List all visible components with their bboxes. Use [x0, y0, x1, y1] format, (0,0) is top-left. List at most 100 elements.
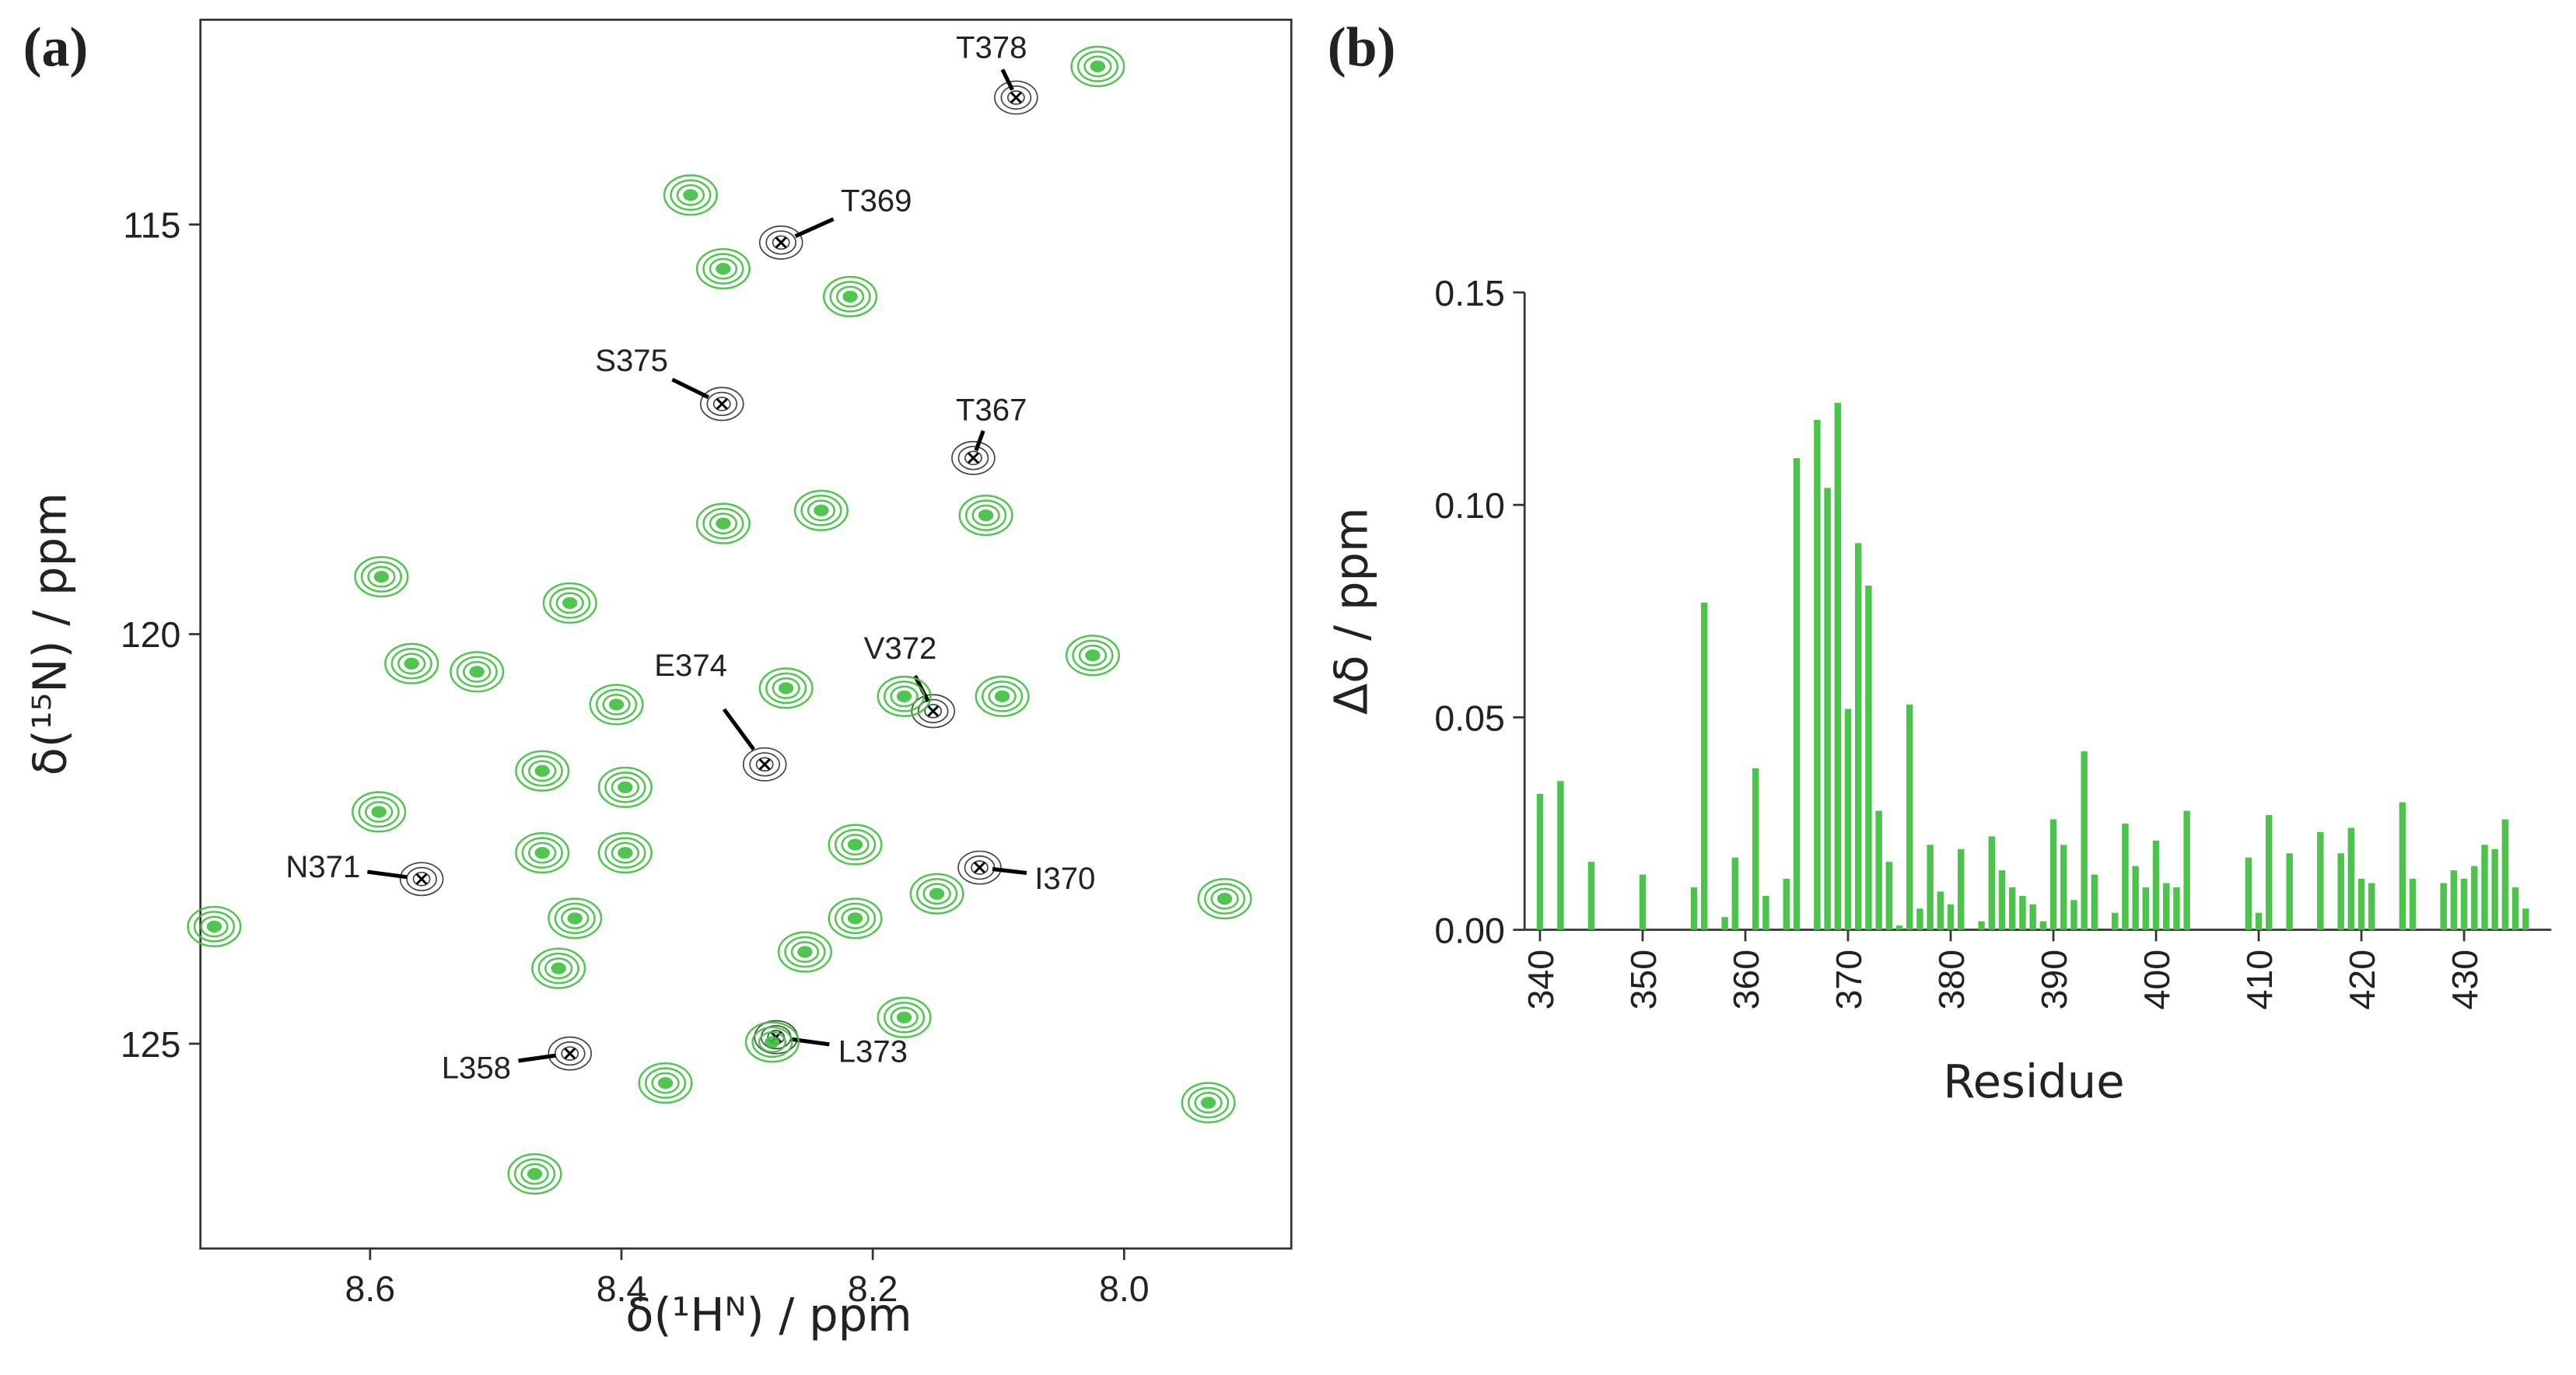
- x-tick-label: 370: [1829, 950, 1869, 1010]
- x-tick-label: 360: [1726, 950, 1766, 1010]
- peak-label: L373: [838, 1034, 908, 1069]
- contour: [994, 80, 1038, 115]
- contour: [404, 657, 419, 670]
- bar: [2245, 857, 2252, 930]
- contour: [835, 285, 865, 308]
- y-tick-label: 0.05: [1434, 698, 1504, 738]
- bar: [1690, 887, 1698, 930]
- contour: [527, 1167, 543, 1181]
- contour: [981, 681, 1024, 712]
- contour: [797, 946, 813, 958]
- contour: [915, 877, 958, 910]
- bar: [2511, 887, 2519, 930]
- peak-label: T367: [956, 392, 1027, 427]
- y-tick-label: 120: [121, 614, 181, 655]
- contour: [602, 693, 631, 715]
- contour: [537, 952, 579, 985]
- contour: [513, 1158, 556, 1190]
- contour: [890, 1006, 919, 1029]
- contour: [562, 597, 578, 609]
- contour: [469, 666, 485, 678]
- reference-peak: [399, 862, 444, 897]
- panel-label: (a): [23, 16, 89, 79]
- contour: [828, 897, 883, 939]
- bar: [1958, 848, 1965, 930]
- contour: [911, 694, 956, 729]
- peak: [828, 897, 883, 939]
- peak: [758, 667, 814, 709]
- contour: [877, 675, 932, 718]
- bar: [2163, 883, 2170, 930]
- bar: [1639, 874, 1647, 930]
- contour: [951, 440, 996, 475]
- contour: [896, 1011, 912, 1023]
- contour: [1181, 1082, 1236, 1124]
- bar: [2039, 921, 2047, 930]
- contour: [358, 796, 400, 828]
- contour: [695, 502, 751, 544]
- peak: [589, 684, 644, 726]
- peak: [828, 824, 883, 866]
- contour: [534, 764, 550, 777]
- y-tick-label: 0.10: [1434, 485, 1504, 526]
- x-tick-label: 8.2: [848, 1268, 898, 1309]
- x-axis-title: δ(¹Hᴺ) / ppm: [625, 1288, 912, 1342]
- x-tick-label: 430: [2445, 950, 2485, 1010]
- contour: [515, 750, 570, 792]
- contour: [367, 565, 396, 588]
- reference-peak: [951, 440, 996, 475]
- x-tick-label: 8.6: [345, 1268, 396, 1309]
- contour: [1216, 892, 1233, 905]
- contour: [877, 996, 932, 1038]
- contour: [842, 290, 858, 303]
- contour: [412, 871, 431, 887]
- contour: [917, 698, 949, 723]
- x-tick-label: 380: [1931, 950, 1972, 1010]
- x-tick-label: 420: [2342, 950, 2382, 1010]
- peak: [548, 897, 603, 939]
- contour: [1085, 649, 1101, 662]
- contour: [709, 513, 738, 535]
- plot-frame: [199, 18, 1293, 1250]
- contour: [922, 883, 951, 905]
- contour: [528, 760, 557, 782]
- peak-cross: [974, 862, 985, 873]
- contour: [390, 647, 432, 680]
- contour: [406, 866, 437, 891]
- bar: [2501, 819, 2509, 930]
- contour: [823, 275, 878, 318]
- contour: [784, 936, 826, 968]
- contour: [758, 225, 803, 260]
- bar: [2049, 819, 2057, 930]
- bar: [2070, 900, 2077, 930]
- contour: [1187, 1086, 1230, 1119]
- x-tick-label: 350: [1623, 950, 1664, 1010]
- bar: [1762, 895, 1769, 930]
- peak: [793, 489, 849, 531]
- bar: [1865, 585, 1872, 930]
- bar: [1700, 602, 1708, 930]
- x-axis-title: Residue: [1943, 1055, 2124, 1108]
- y-tick-label: 0.15: [1434, 273, 1504, 313]
- leader-line: [722, 708, 755, 751]
- contour: [521, 837, 563, 869]
- x-tick-label: 410: [2239, 950, 2280, 1010]
- bar: [2183, 810, 2190, 930]
- contour: [1203, 883, 1246, 915]
- contour: [716, 262, 731, 275]
- bar: [2266, 815, 2273, 930]
- contour: [744, 1021, 800, 1063]
- contour: [778, 682, 794, 694]
- bar: [1844, 708, 1852, 930]
- bar: [2317, 831, 2324, 930]
- bar: [2471, 866, 2478, 930]
- peak: [384, 642, 439, 684]
- contour: [1090, 60, 1106, 73]
- contour: [702, 507, 744, 540]
- peak: [597, 766, 653, 808]
- contour: [595, 688, 638, 721]
- contour: [193, 911, 236, 943]
- contour: [975, 675, 1030, 718]
- contour: [1083, 55, 1112, 78]
- contour: [883, 681, 926, 712]
